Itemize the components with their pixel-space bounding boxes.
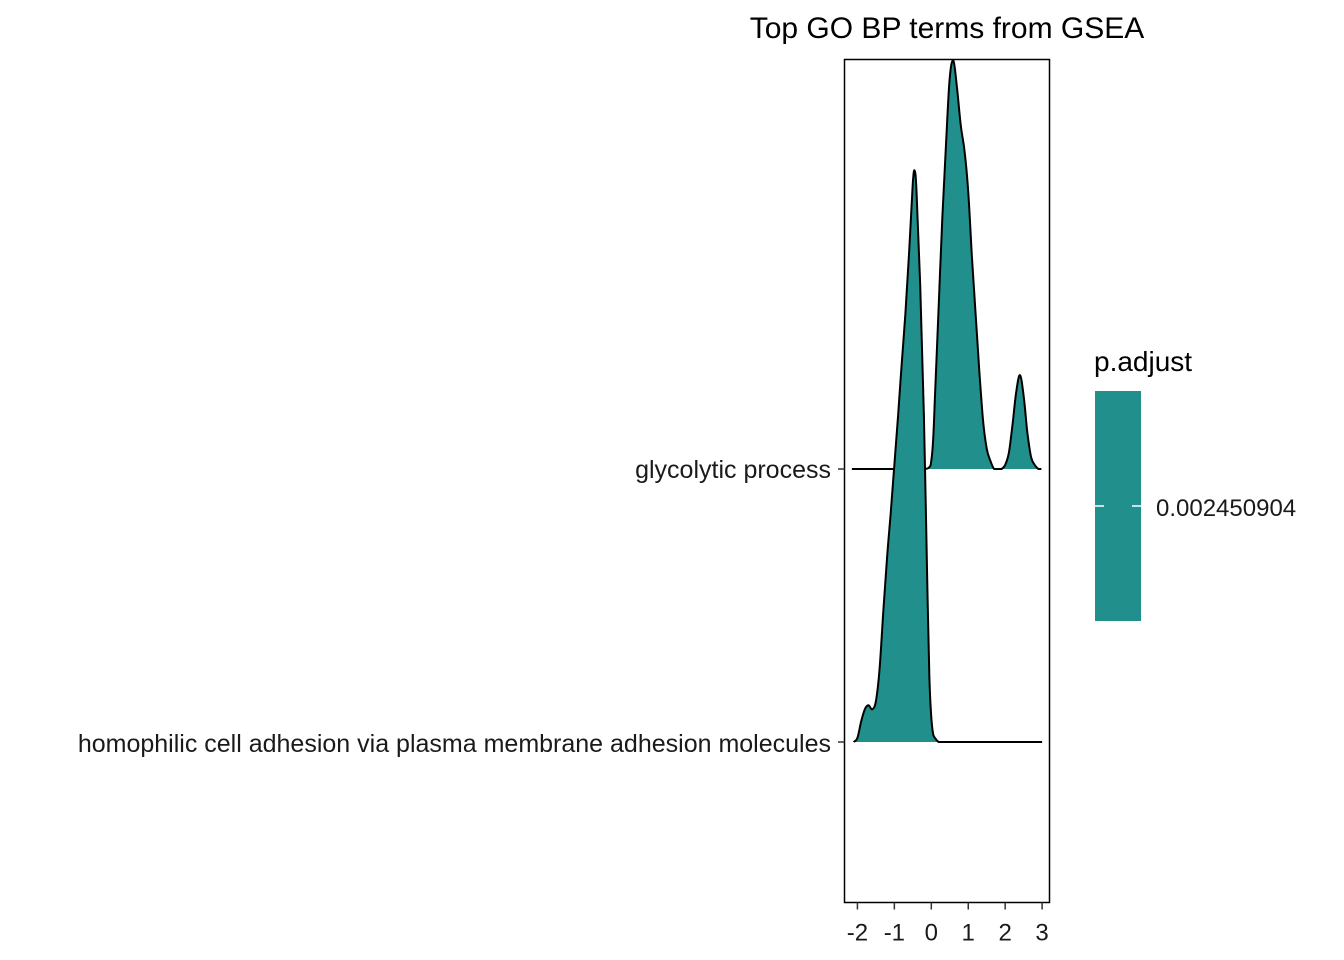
- y-axis: glycolytic process homophilic cell adhes…: [78, 456, 845, 758]
- x-axis: -2 -1 0 1 2 3: [847, 902, 1049, 947]
- ridge-fill-0: [851, 60, 1042, 470]
- y-tick-label-homophilic: homophilic cell adhesion via plasma memb…: [78, 730, 831, 758]
- legend: p.adjust 0.002450904: [1094, 346, 1296, 621]
- legend-label: 0.002450904: [1156, 495, 1296, 522]
- x-tick-label: 2: [998, 920, 1011, 947]
- y-tick-label-glycolytic: glycolytic process: [635, 456, 831, 484]
- ridges-layer: [851, 59, 1043, 744]
- x-tick-label: 0: [925, 920, 938, 947]
- ridge-outline-0: [851, 59, 1042, 470]
- ridge-outline-1: [852, 169, 1043, 744]
- plot-panel-border: [843, 58, 1051, 904]
- chart-title: Top GO BP terms from GSEA: [750, 12, 1145, 45]
- x-tick-label: 3: [1035, 920, 1048, 947]
- x-tick-label: -1: [884, 920, 905, 947]
- legend-title: p.adjust: [1094, 346, 1192, 377]
- x-tick-label: -2: [847, 920, 868, 947]
- x-tick-label: 1: [962, 920, 975, 947]
- ridge-fill-1: [853, 170, 1043, 742]
